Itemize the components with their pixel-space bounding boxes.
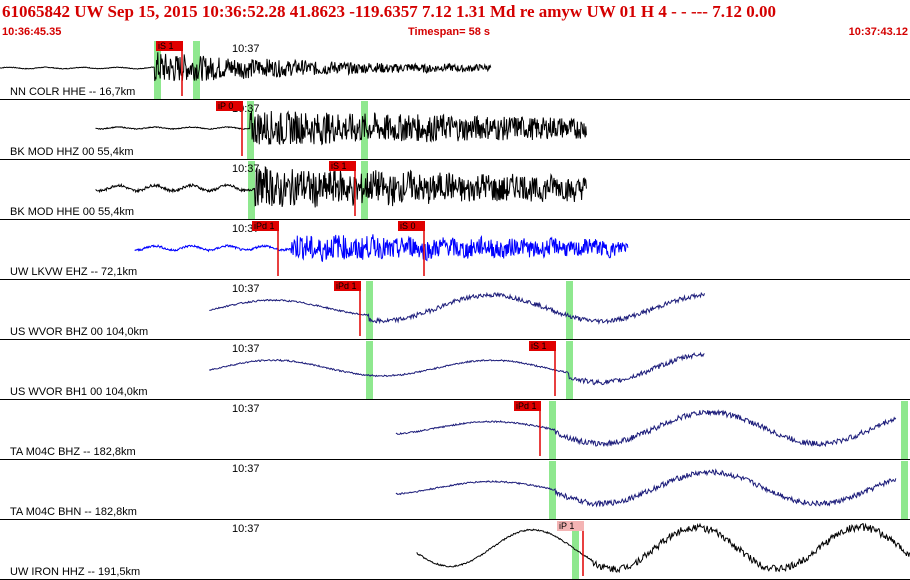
window-start-time: 10:36:45.35 xyxy=(2,26,62,38)
phase-window-highlight xyxy=(154,41,161,99)
pick-label: iS 0 xyxy=(400,221,416,231)
pick-label: iS 1 xyxy=(331,161,347,171)
time-tick-label: 10:37 xyxy=(232,283,260,295)
station-label: NN COLR HHE -- 16,7km xyxy=(10,86,135,98)
phase-window-highlight xyxy=(566,281,573,339)
pick-label: iPd 1 xyxy=(254,221,275,231)
waveform-trace xyxy=(395,468,897,508)
phase-pick[interactable]: iPd 1 xyxy=(514,401,541,456)
phase-pick[interactable]: iS 0 xyxy=(398,221,425,276)
waveform-trace xyxy=(134,234,629,263)
station-label: UW LKVW EHZ -- 72,1km xyxy=(10,266,137,278)
phase-pick[interactable]: iS 1 xyxy=(529,341,556,396)
time-tick-label: 10:37 xyxy=(232,523,260,535)
event-header: 61065842 UW Sep 15, 2015 10:36:52.28 41.… xyxy=(0,0,910,40)
trace-panel[interactable]: 10:37 TA M04C BHN -- 182,8km xyxy=(0,461,910,520)
station-label: UW IRON HHZ -- 191,5km xyxy=(10,566,140,578)
timespan-label: Timespan= 58 s xyxy=(408,26,491,38)
phase-window-highlight xyxy=(247,101,254,159)
pick-tag[interactable] xyxy=(329,161,356,171)
pick-tag[interactable] xyxy=(252,221,279,231)
phase-window-highlight xyxy=(901,401,908,459)
waveform-trace xyxy=(416,522,910,574)
waveform-trace xyxy=(208,351,705,386)
phase-window-highlight xyxy=(901,461,908,519)
phase-window-highlight xyxy=(366,341,373,399)
waveform-trace xyxy=(95,165,587,208)
time-tick-label: 10:37 xyxy=(232,343,260,355)
pick-tag[interactable] xyxy=(216,101,243,111)
trace-panel[interactable]: 10:37 iP 1 UW IRON HHZ -- 191,5km xyxy=(0,521,910,580)
phase-window-highlight xyxy=(566,341,573,399)
window-end-time: 10:37:43.12 xyxy=(848,26,908,38)
phase-pick[interactable]: iPd 1 xyxy=(252,221,279,276)
waveform-trace xyxy=(395,409,897,448)
pick-tag[interactable] xyxy=(529,341,556,351)
station-label: BK MOD HHE 00 55,4km xyxy=(10,206,134,218)
phase-window-highlight xyxy=(549,401,556,459)
time-tick-label: 10:37 xyxy=(232,403,260,415)
pick-tag[interactable] xyxy=(334,281,361,291)
waveform-trace xyxy=(95,110,587,146)
pick-tag[interactable] xyxy=(398,221,425,231)
phase-pick[interactable]: iP 0 xyxy=(216,101,243,156)
waveform-trace xyxy=(0,52,492,82)
phase-window-highlight xyxy=(248,161,255,219)
phase-pick[interactable]: iPd 1 xyxy=(334,281,361,336)
trace-panel[interactable]: 10:37 iPd 1 TA M04C BHZ -- 182,8km xyxy=(0,401,910,460)
pick-tag[interactable] xyxy=(557,521,584,531)
time-tick-label: 10:37 xyxy=(232,43,260,55)
pick-label: iPd 1 xyxy=(516,401,537,411)
waveform-trace xyxy=(209,291,705,325)
trace-panel[interactable]: 10:37 iPd 1 US WVOR BHZ 00 104,0km xyxy=(0,281,910,340)
station-label: US WVOR BH1 00 104,0km xyxy=(10,386,148,398)
phase-pick[interactable]: iP 1 xyxy=(557,521,584,576)
station-label: TA M04C BHN -- 182,8km xyxy=(10,506,137,518)
trace-panel[interactable]: 10:37 iS 1 BK MOD HHE 00 55,4km xyxy=(0,161,910,220)
pick-label: iS 1 xyxy=(158,41,174,51)
pick-tag[interactable] xyxy=(156,41,183,51)
time-tick-label: 10:37 xyxy=(232,163,260,175)
time-tick-label: 10:37 xyxy=(232,463,260,475)
pick-label: iS 1 xyxy=(531,341,547,351)
phase-pick[interactable]: iS 1 xyxy=(156,41,183,96)
pick-label: iP 1 xyxy=(559,521,574,531)
station-label: BK MOD HHZ 00 55,4km xyxy=(10,146,133,158)
station-label: TA M04C BHZ -- 182,8km xyxy=(10,446,136,458)
trace-panel[interactable]: 10:37 iS 1 NN COLR HHE -- 16,7km xyxy=(0,41,910,100)
pick-label: iPd 1 xyxy=(336,281,357,291)
phase-window-highlight xyxy=(366,281,373,339)
event-title: 61065842 UW Sep 15, 2015 10:36:52.28 41.… xyxy=(2,2,776,21)
station-label: US WVOR BHZ 00 104,0km xyxy=(10,326,148,338)
trace-panel[interactable]: 10:37 iS 1 US WVOR BH1 00 104,0km xyxy=(0,341,910,400)
phase-pick[interactable]: iS 1 xyxy=(329,161,356,216)
pick-label: iP 0 xyxy=(218,101,233,111)
seismogram-panel[interactable]: 10:37 iS 1 NN COLR HHE -- 16,7km 10:37 iP 0 B… xyxy=(0,40,910,580)
pick-tag[interactable] xyxy=(514,401,541,411)
